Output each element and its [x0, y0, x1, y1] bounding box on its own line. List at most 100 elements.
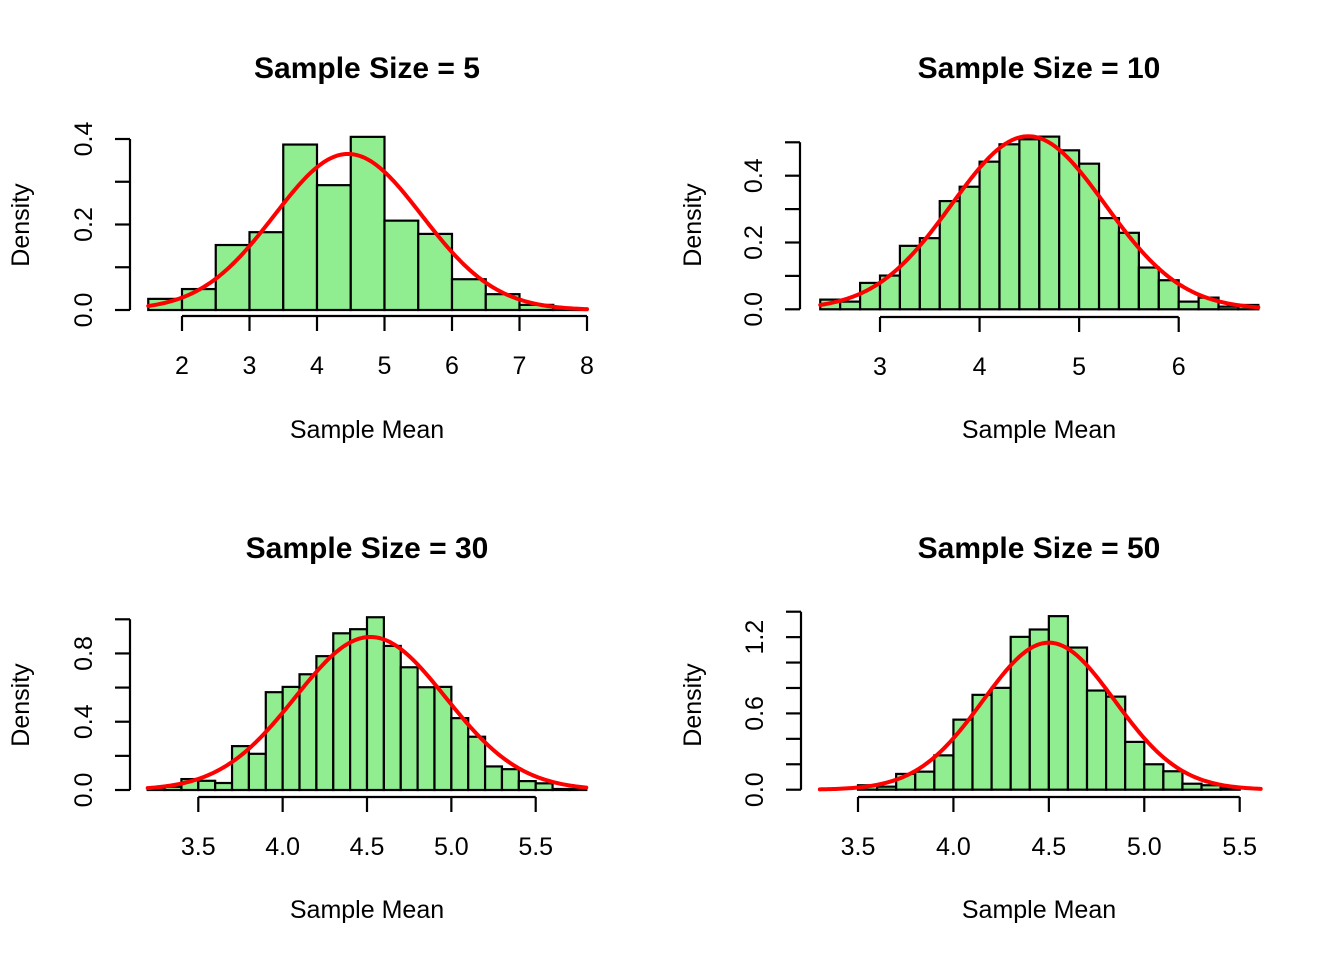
histogram-bar [958, 185, 981, 311]
histogram-bar [467, 735, 487, 792]
y-tick-label: 0.6 [741, 696, 769, 731]
bars [856, 615, 1241, 791]
panel-title: Sample Size = 10 [918, 52, 1161, 85]
y-axis: 0.0 0.2 0.4 [70, 122, 132, 328]
histogram-bar [1157, 279, 1180, 311]
bars [146, 616, 588, 792]
x-tick-label: 4.5 [1031, 833, 1066, 861]
x-axis-label: Sample Mean [290, 896, 444, 924]
normal-density-curve [145, 634, 589, 791]
x-tick-label: 5.5 [1222, 833, 1257, 861]
x-tick-label: 3.5 [841, 833, 876, 861]
histogram-bar [952, 718, 974, 791]
normal-density-curve [146, 151, 589, 312]
y-tick-label: 0.0 [70, 773, 98, 808]
bars [819, 135, 1260, 311]
histogram-bar [349, 628, 369, 792]
x-tick-label: 2 [175, 352, 189, 380]
x-tick-label: 7 [513, 352, 527, 380]
histogram-bar [1124, 740, 1146, 791]
histogram-bar [914, 770, 936, 791]
histogram-bar [365, 616, 385, 792]
x-axis-label: Sample Mean [962, 896, 1116, 924]
y-tick-label: 0.8 [70, 636, 98, 671]
x-tick-label: 4.5 [350, 833, 385, 861]
histogram-bar [248, 231, 285, 312]
histogram-bar [1066, 646, 1089, 791]
x-axis: 3.5 4.0 4.5 5.0 5.5 [841, 795, 1257, 861]
histogram-bar [450, 278, 487, 312]
x-tick-label: 4 [973, 353, 987, 381]
histogram-bar [214, 781, 234, 792]
y-axis: 0.0 0.4 0.8 [70, 618, 132, 808]
histogram-bar [500, 768, 520, 792]
histogram-bar [1217, 305, 1240, 311]
histogram-bar [1143, 763, 1165, 791]
normal-density-curve [818, 134, 1261, 310]
y-axis-label: Density [7, 663, 35, 747]
histogram-bar [1028, 628, 1050, 791]
normal-density-curve [817, 640, 1263, 792]
x-tick-label: 5.5 [518, 833, 553, 861]
histogram-bar [1162, 770, 1184, 791]
panel-title: Sample Size = 5 [254, 52, 480, 85]
x-tick-label: 3.5 [181, 833, 216, 861]
y-axis-label: Density [7, 183, 35, 267]
histogram-bar [349, 135, 386, 312]
histogram-bar [1038, 135, 1061, 311]
panel-4: Sample Size = 50 0.0 0.6 1.2 3.5 4.0 4.5 5.0 5… [679, 532, 1263, 924]
histogram-bar [534, 782, 554, 792]
panel-1: Sample Size = 5 0.0 0.2 0.4 2 3 4 5 6 7 8 Sample… [7, 52, 594, 444]
panel-2: Sample Size = 10 0.0 0.2 0.4 3 4 5 6 Sample M… [679, 52, 1261, 444]
x-tick-label: 5 [378, 352, 392, 380]
histogram-bar [839, 300, 862, 311]
histogram-bar [180, 287, 217, 312]
histogram-bar [517, 780, 537, 792]
x-axis: 3.5 4.0 4.5 5.0 5.5 [181, 795, 553, 861]
x-tick-label: 6 [445, 352, 459, 380]
histogram-bar [332, 632, 352, 792]
x-tick-label: 4.0 [265, 833, 300, 861]
y-axis-label: Density [679, 183, 707, 267]
histogram-bar [918, 237, 941, 311]
histogram-bar [383, 219, 420, 312]
histogram-bar [399, 666, 419, 792]
y-tick-label: 0.4 [740, 158, 768, 193]
histogram-bar [315, 655, 335, 792]
y-tick-label: 0.0 [740, 292, 768, 327]
y-tick-label: 0.0 [741, 772, 769, 807]
panel-title: Sample Size = 50 [918, 532, 1161, 565]
histogram-bar [551, 787, 571, 792]
y-tick-label: 0.2 [70, 207, 98, 242]
y-tick-label: 0.2 [740, 225, 768, 260]
histogram-bar [933, 754, 955, 791]
histogram-bar [875, 785, 898, 791]
histogram-bar [450, 717, 470, 792]
x-axis-label: Sample Mean [290, 416, 444, 444]
panel-3: Sample Size = 30 0.0 0.4 0.8 3.5 4.0 4.5 5.0 5… [7, 532, 589, 924]
histogram-bar [315, 184, 352, 312]
y-tick-label: 0.4 [70, 704, 98, 739]
histogram-bar [264, 691, 284, 792]
x-tick-label: 6 [1172, 353, 1186, 381]
y-tick-label: 0.4 [70, 122, 98, 157]
panel-title: Sample Size = 30 [246, 532, 489, 565]
y-axis: 0.0 0.2 0.4 [740, 141, 802, 327]
x-tick-label: 3 [873, 353, 887, 381]
y-axis-label: Density [679, 663, 707, 747]
bars [147, 135, 589, 312]
histogram-bar [1058, 149, 1081, 311]
x-tick-label: 3 [243, 352, 257, 380]
histogram-bar [1097, 217, 1121, 311]
x-tick-label: 4.0 [936, 833, 971, 861]
y-tick-label: 0.0 [70, 293, 98, 328]
histogram-bar [247, 752, 267, 792]
histogram-bar [1137, 266, 1160, 311]
histogram-bar [483, 765, 504, 792]
y-tick-label: 1.2 [741, 620, 769, 655]
histogram-bar [197, 779, 217, 792]
x-tick-label: 5.0 [434, 833, 469, 861]
x-tick-label: 5 [1072, 353, 1086, 381]
histogram-bar [998, 143, 1021, 311]
